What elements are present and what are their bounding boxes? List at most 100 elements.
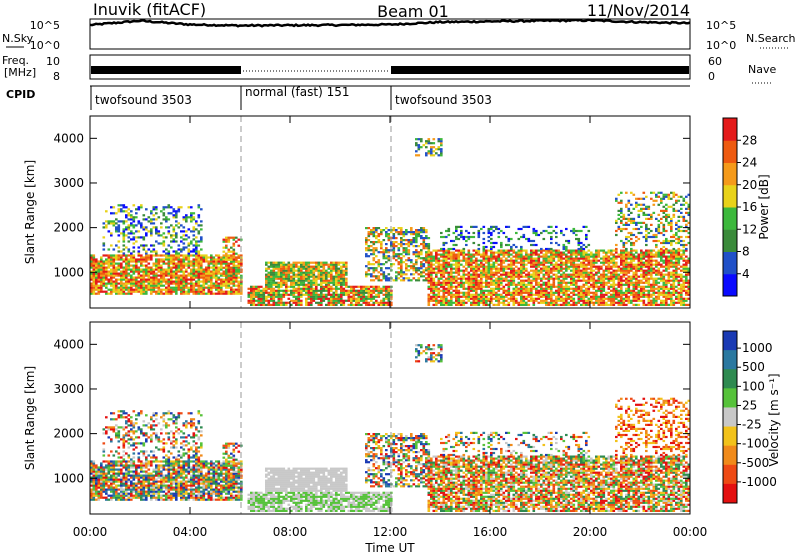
power-cell [365,249,368,252]
power-cell [132,236,136,239]
power-cell [270,271,273,274]
power-cell [572,277,576,280]
power-cell [585,269,588,272]
power-cell [670,251,673,254]
power-cell [597,279,601,282]
power-cell [270,269,273,272]
power-cell [150,212,153,215]
power-cell [215,270,218,273]
power-cell [365,271,368,274]
power-cell [490,249,493,252]
power-cell [410,259,413,262]
power-cell [635,271,638,274]
power-cell [610,271,613,274]
power-cell [440,277,443,280]
power-cell [362,293,366,296]
power-cell [465,263,468,266]
power-cell [615,297,618,300]
power-cell [472,281,476,284]
power-cell [197,276,201,279]
power-cell [512,263,516,266]
power-cell [107,274,111,277]
power-cell [432,142,436,145]
power-cell [212,270,216,273]
power-cell [610,285,613,288]
power-cell [145,280,148,283]
power-cell [300,271,303,274]
power-cell [92,260,96,263]
power-cell [517,291,521,294]
power-cell [610,295,613,298]
power-cell [457,297,461,300]
power-cell [392,243,396,246]
power-cell [610,299,613,302]
power-cell [520,257,523,260]
power-cell [177,222,181,225]
power-cell [412,267,416,270]
power-cell [587,257,591,260]
power-cell [225,276,228,279]
power-cell [490,273,493,276]
power-cell [407,243,411,246]
power-cell [212,272,216,275]
power-cell [670,259,673,262]
power-cell [495,297,498,300]
power-cell [480,259,483,262]
power-cell [192,270,196,273]
power-cell [340,303,343,306]
power-cell [272,299,276,302]
power-cell [265,275,268,278]
power-cell [125,288,128,291]
power-cell [510,249,513,252]
power-cell [545,257,548,260]
power-cell [485,249,488,252]
power-cell [500,253,503,256]
power-cell [167,258,171,261]
power-cell [185,262,188,265]
power-cell [590,291,593,294]
power-cell [300,267,303,270]
power-cell [432,299,436,302]
power-cell [630,255,633,258]
power-cell [360,295,363,298]
power-cell [152,290,156,293]
power-cell [130,290,133,293]
power-cell [277,273,281,276]
power-cell [427,257,431,260]
power-cell [167,266,171,269]
power-cell [270,283,273,286]
power-cell [310,291,313,294]
power-cell [392,279,396,282]
power-cell [447,275,451,278]
power-cell [457,281,461,284]
power-cell [345,291,348,294]
power-cell [660,275,663,278]
power-cell [522,275,526,278]
power-cell [492,279,496,282]
power-cell [465,295,468,298]
power-cell [645,259,648,262]
power-cell [112,224,116,227]
power-cell [570,291,573,294]
power-cell [397,233,401,236]
power-cell [382,297,386,300]
power-cell [452,251,456,254]
power-cell [542,267,546,270]
power-cell [210,290,213,293]
power-cell [587,275,591,278]
power-cell [175,270,178,273]
power-cell [130,218,133,221]
cpid-segment-2: normal (fast) 151 [245,85,349,99]
power-cell [110,278,113,281]
power-cell [620,249,623,252]
power-cell [497,259,501,262]
power-cell [602,303,606,306]
power-cell [272,263,276,266]
power-cell [182,274,186,277]
power-cell [480,281,483,284]
power-cell [102,290,106,293]
power-cell [200,270,203,273]
power-cell [192,254,196,257]
power-cell [397,261,401,264]
power-cell [445,263,448,266]
